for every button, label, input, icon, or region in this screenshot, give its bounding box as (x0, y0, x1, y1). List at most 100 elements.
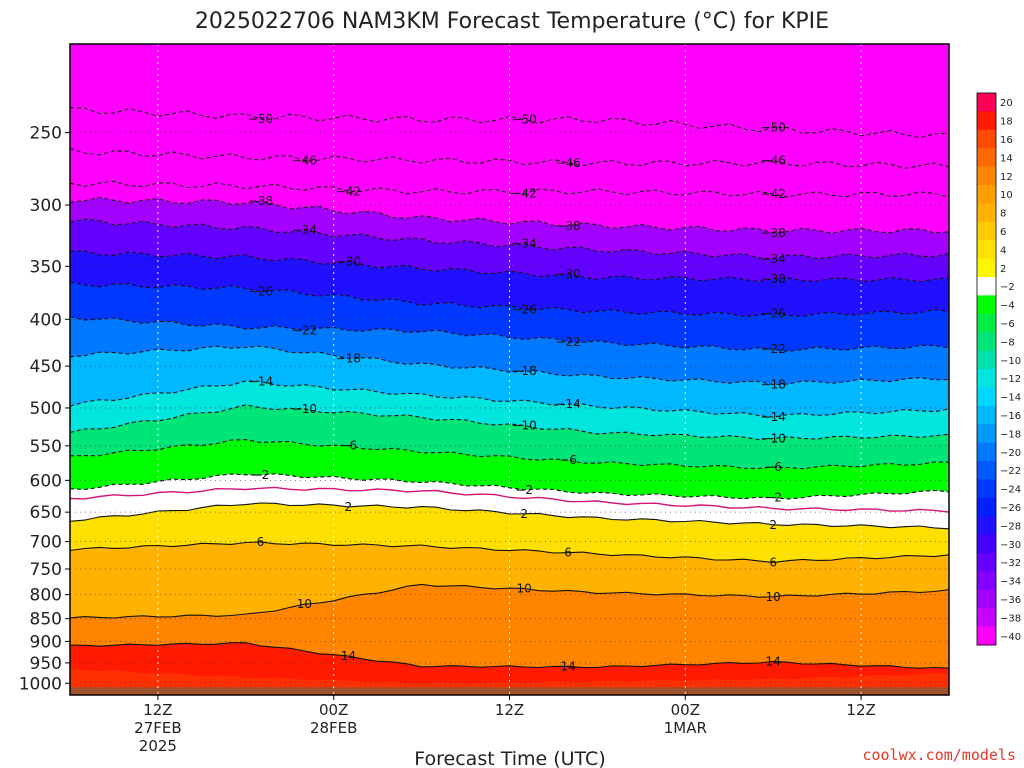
colorbar-cell (977, 350, 996, 370)
colorbar-cell (977, 240, 996, 260)
contour-line (70, 281, 949, 318)
contour-line (70, 380, 949, 418)
contour-label: 6 (564, 546, 572, 560)
colorbar-label: −40 (1000, 632, 1021, 643)
contour-line (70, 486, 949, 513)
colorbar-label: −28 (1000, 521, 1021, 532)
contour-label: 14 (341, 649, 356, 663)
contour-line (70, 196, 949, 234)
colorbar-cell (977, 424, 996, 444)
contour-label: −14 (761, 410, 786, 424)
contour-label: −26 (248, 285, 273, 299)
band--6 (70, 439, 949, 499)
contour-label: −34 (292, 223, 317, 237)
colorbar-label: −18 (1000, 429, 1021, 440)
colorbar-label: 6 (1000, 227, 1006, 238)
contour-label: −42 (511, 186, 536, 200)
colorbar-cell (977, 405, 996, 425)
x-tick-label: 00Z (319, 701, 348, 719)
ground-band (70, 687, 949, 695)
colorbar-label: 8 (1000, 209, 1006, 220)
colorbar-cell (977, 166, 996, 186)
credit-text: coolwx.com/models (862, 746, 1016, 764)
contour-label: −2 (515, 483, 533, 497)
y-tick-label: 800 (30, 586, 62, 606)
x-axis-label: Forecast Time (UTC) (414, 748, 605, 768)
contour-line (70, 250, 949, 283)
x-tick-label: 28FEB (310, 719, 357, 737)
x-tick-label: 00Z (671, 701, 700, 719)
contour-label: 2 (769, 518, 777, 532)
contour-line (70, 473, 949, 500)
contour-label: 2 (520, 507, 528, 521)
band--38 (70, 197, 949, 259)
contour-label: −50 (761, 121, 786, 135)
band-0 (70, 487, 949, 529)
contour-label: −18 (511, 364, 536, 378)
contour-line (70, 180, 949, 198)
contour-line (70, 218, 949, 260)
colorbar-label: −38 (1000, 613, 1021, 624)
colorbar-label: −32 (1000, 558, 1021, 569)
x-tick-label: 12Z (495, 701, 524, 719)
band--2 (70, 473, 949, 513)
contour-line (70, 106, 949, 139)
contour-line (70, 439, 949, 470)
colorbar-cell (977, 221, 996, 241)
colorbar-label: −12 (1000, 374, 1021, 385)
y-tick-label: 350 (30, 257, 62, 277)
y-tick-label: 700 (30, 533, 62, 553)
colorbar-label: 10 (1000, 190, 1013, 201)
contour-label: 2 (345, 500, 353, 514)
colorbar-cell (977, 608, 996, 628)
contour-label: −50 (248, 112, 273, 126)
colorbar-label: −14 (1000, 393, 1021, 404)
contour-label: −34 (761, 252, 786, 266)
y-tick-label: 500 (30, 399, 62, 419)
contour-label: 6 (769, 556, 777, 570)
colorbar-frame (976, 92, 997, 646)
ground-rect (70, 687, 949, 695)
x-tick-label: 1MAR (664, 719, 707, 737)
colorbar-cell (977, 626, 996, 646)
colorbar-cell (977, 258, 996, 278)
contour-label: −18 (761, 378, 786, 392)
colorbar-cell (977, 553, 996, 572)
y-tick-label: 750 (30, 560, 62, 580)
band--10 (70, 404, 949, 469)
band--30 (70, 250, 949, 317)
band--34 (70, 219, 949, 282)
band--50 (70, 107, 949, 169)
contour-line (70, 404, 949, 441)
contour-label: −30 (336, 255, 361, 269)
colorbar-label: −2 (1000, 282, 1015, 293)
colorbar-label: 14 (1000, 153, 1013, 164)
contour-line (70, 147, 949, 169)
y-tick-label: 400 (30, 310, 62, 330)
y-tick-label: 850 (30, 610, 62, 630)
band-2 (70, 503, 949, 563)
contour-label: −46 (761, 153, 786, 167)
colorbar-cell (977, 479, 996, 499)
colorbar-label: −10 (1000, 356, 1021, 367)
x-tick-label: 2025 (139, 737, 177, 755)
colorbar-label: −24 (1000, 485, 1021, 496)
contour-line (70, 541, 949, 564)
y-tick-label: 450 (30, 357, 62, 377)
contour-label: −6 (764, 460, 782, 474)
colorbar-cell (977, 129, 996, 149)
contour-label: −30 (555, 267, 580, 281)
y-tick-label: 250 (30, 124, 62, 144)
contour-label: −2 (764, 491, 782, 505)
colorbar-cell (977, 295, 996, 315)
y-tick-label: 950 (30, 654, 62, 674)
contour-label: −38 (761, 226, 786, 240)
colorbar-cell (977, 93, 996, 112)
colorbar-label: −4 (1000, 301, 1015, 312)
contour-label: −10 (292, 402, 317, 416)
contour-lines: −50 −50 −50 −46 −46 −46 −42 −42 −42 −38 −38 −38 −34 −… (70, 106, 949, 673)
chart-title: 2025022706 NAM3KM Forecast Temperature (… (195, 9, 829, 34)
colorbar-label: −36 (1000, 595, 1021, 606)
contour-label: −22 (292, 323, 317, 337)
contour-label: −14 (248, 374, 273, 388)
